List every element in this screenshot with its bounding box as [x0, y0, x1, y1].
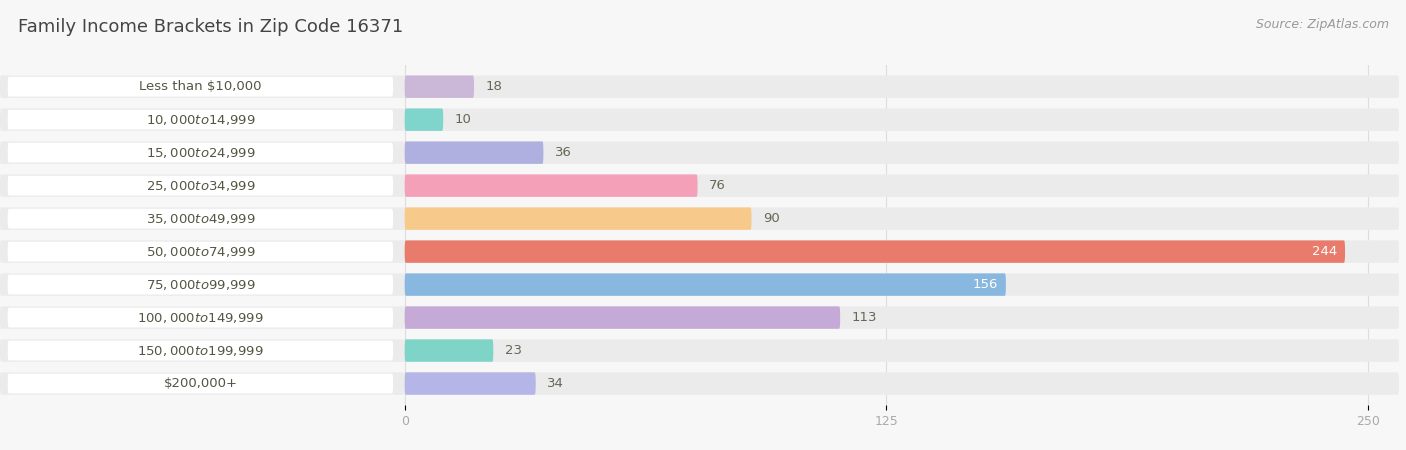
Text: Less than $10,000: Less than $10,000 — [139, 80, 262, 93]
FancyBboxPatch shape — [0, 339, 1399, 362]
Text: $25,000 to $34,999: $25,000 to $34,999 — [146, 179, 256, 193]
FancyBboxPatch shape — [7, 209, 394, 229]
FancyBboxPatch shape — [0, 207, 1399, 230]
Text: Source: ZipAtlas.com: Source: ZipAtlas.com — [1256, 18, 1389, 31]
FancyBboxPatch shape — [405, 207, 752, 230]
FancyBboxPatch shape — [405, 372, 536, 395]
FancyBboxPatch shape — [405, 76, 474, 98]
Text: $75,000 to $99,999: $75,000 to $99,999 — [146, 278, 256, 292]
Text: 244: 244 — [1312, 245, 1337, 258]
Text: $10,000 to $14,999: $10,000 to $14,999 — [146, 112, 256, 127]
FancyBboxPatch shape — [7, 374, 394, 393]
FancyBboxPatch shape — [7, 110, 394, 130]
FancyBboxPatch shape — [7, 176, 394, 195]
FancyBboxPatch shape — [0, 274, 1399, 296]
FancyBboxPatch shape — [405, 306, 841, 329]
Text: $100,000 to $149,999: $100,000 to $149,999 — [138, 310, 264, 324]
FancyBboxPatch shape — [0, 306, 1399, 329]
FancyBboxPatch shape — [7, 143, 394, 162]
FancyBboxPatch shape — [405, 175, 697, 197]
FancyBboxPatch shape — [0, 372, 1399, 395]
FancyBboxPatch shape — [405, 141, 543, 164]
Text: 90: 90 — [763, 212, 780, 225]
Text: $35,000 to $49,999: $35,000 to $49,999 — [146, 212, 256, 225]
FancyBboxPatch shape — [0, 175, 1399, 197]
Text: 76: 76 — [709, 179, 725, 192]
Text: 113: 113 — [852, 311, 877, 324]
Text: Family Income Brackets in Zip Code 16371: Family Income Brackets in Zip Code 16371 — [18, 18, 404, 36]
FancyBboxPatch shape — [405, 108, 443, 131]
FancyBboxPatch shape — [7, 275, 394, 294]
Text: 10: 10 — [454, 113, 471, 126]
FancyBboxPatch shape — [7, 77, 394, 97]
Text: 34: 34 — [547, 377, 564, 390]
FancyBboxPatch shape — [7, 341, 394, 360]
Text: $15,000 to $24,999: $15,000 to $24,999 — [146, 146, 256, 160]
FancyBboxPatch shape — [0, 141, 1399, 164]
FancyBboxPatch shape — [405, 240, 1346, 263]
Text: $50,000 to $74,999: $50,000 to $74,999 — [146, 245, 256, 259]
Text: 36: 36 — [555, 146, 572, 159]
FancyBboxPatch shape — [0, 240, 1399, 263]
Text: $150,000 to $199,999: $150,000 to $199,999 — [138, 343, 264, 358]
FancyBboxPatch shape — [0, 76, 1399, 98]
Text: 18: 18 — [485, 80, 502, 93]
FancyBboxPatch shape — [0, 108, 1399, 131]
Text: 23: 23 — [505, 344, 522, 357]
FancyBboxPatch shape — [405, 274, 1005, 296]
FancyBboxPatch shape — [405, 339, 494, 362]
FancyBboxPatch shape — [7, 242, 394, 261]
Text: $200,000+: $200,000+ — [163, 377, 238, 390]
FancyBboxPatch shape — [7, 308, 394, 328]
Text: 156: 156 — [973, 278, 998, 291]
